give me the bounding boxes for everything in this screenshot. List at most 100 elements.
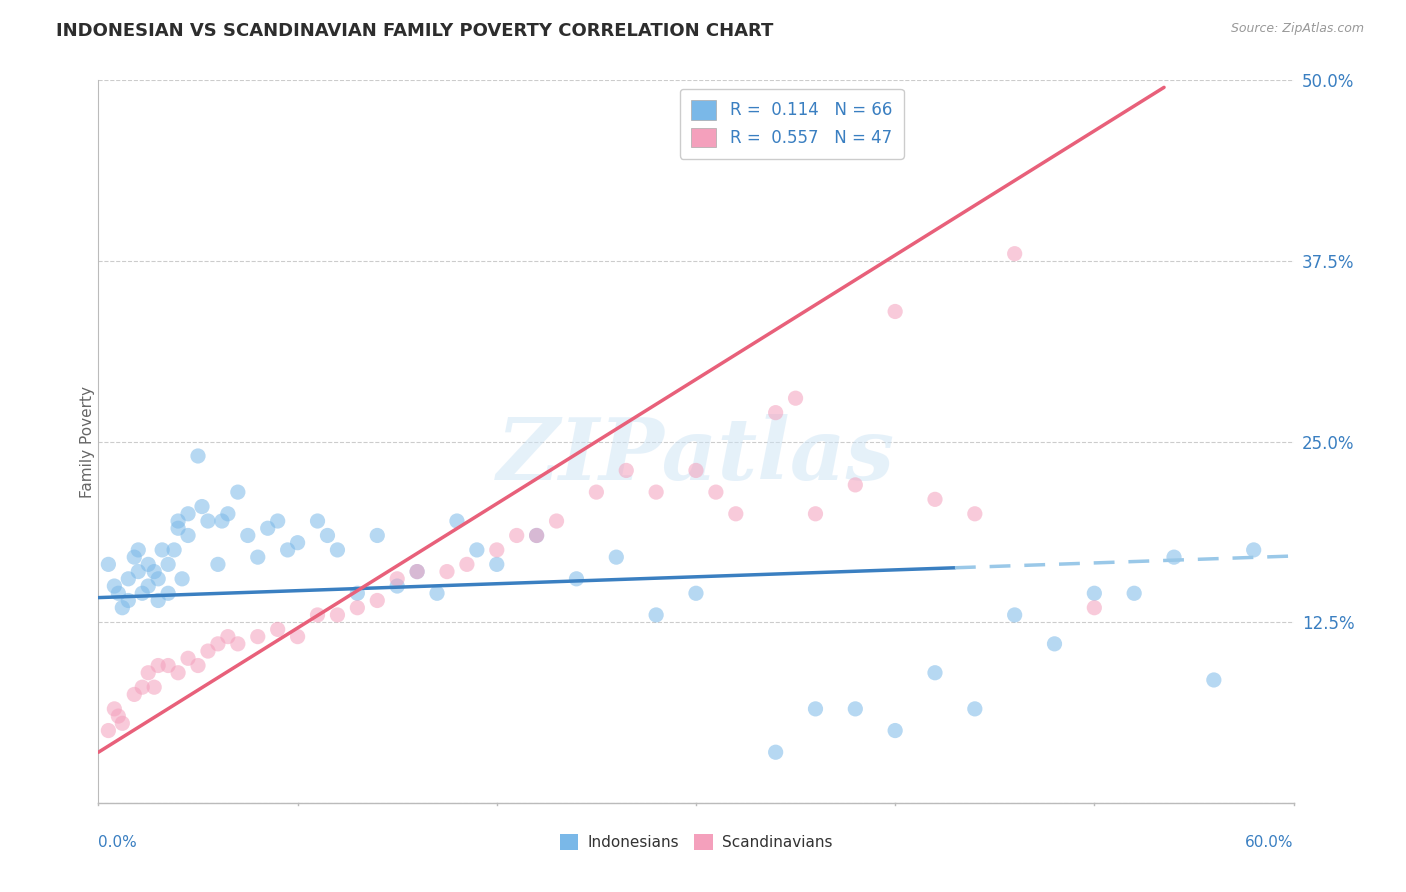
Point — [1123, 586, 1146, 600]
Point — [97, 558, 120, 572]
Text: 60.0%: 60.0% — [1246, 835, 1294, 850]
Point — [136, 558, 159, 572]
Point — [1043, 637, 1066, 651]
Point — [307, 607, 329, 622]
Point — [287, 630, 309, 644]
Point — [645, 607, 668, 622]
Point — [326, 607, 349, 622]
Point — [103, 579, 125, 593]
Point — [804, 702, 827, 716]
Point — [187, 658, 209, 673]
Point — [167, 521, 190, 535]
Point — [267, 514, 290, 528]
Point — [1004, 607, 1026, 622]
Point — [506, 528, 529, 542]
Point — [685, 463, 707, 477]
Point — [207, 637, 229, 651]
Point — [326, 542, 349, 557]
Point — [485, 558, 508, 572]
Point — [844, 478, 866, 492]
Point — [287, 535, 309, 549]
Point — [765, 745, 787, 759]
Point — [785, 391, 807, 405]
Point — [127, 565, 149, 579]
Point — [1083, 586, 1105, 600]
Point — [446, 514, 468, 528]
Point — [346, 600, 368, 615]
Point — [277, 542, 299, 557]
Point — [585, 485, 607, 500]
Point — [346, 586, 368, 600]
Point — [765, 406, 787, 420]
Point — [546, 514, 568, 528]
Point — [645, 485, 668, 500]
Point — [884, 723, 907, 738]
Point — [226, 485, 249, 500]
Point — [307, 514, 329, 528]
Point — [157, 658, 180, 673]
Point — [685, 586, 707, 600]
Point — [963, 507, 986, 521]
Point — [207, 558, 229, 572]
Point — [526, 528, 548, 542]
Point — [366, 593, 388, 607]
Point — [485, 542, 508, 557]
Point — [804, 507, 827, 521]
Point — [124, 550, 146, 565]
Text: INDONESIAN VS SCANDINAVIAN FAMILY POVERTY CORRELATION CHART: INDONESIAN VS SCANDINAVIAN FAMILY POVERT… — [56, 22, 773, 40]
Point — [177, 528, 200, 542]
Point — [526, 528, 548, 542]
Point — [385, 572, 409, 586]
Text: 0.0%: 0.0% — [98, 835, 138, 850]
Point — [884, 304, 907, 318]
Point — [436, 565, 458, 579]
Point — [465, 542, 488, 557]
Legend: Indonesians, Scandinavians: Indonesians, Scandinavians — [554, 829, 838, 856]
Point — [704, 485, 727, 500]
Point — [565, 572, 588, 586]
Point — [117, 572, 139, 586]
Point — [1163, 550, 1185, 565]
Point — [131, 586, 153, 600]
Point — [157, 558, 180, 572]
Point — [406, 565, 429, 579]
Point — [167, 665, 190, 680]
Point — [117, 593, 139, 607]
Point — [1202, 673, 1225, 687]
Text: ZIPatlas: ZIPatlas — [496, 414, 896, 498]
Point — [177, 651, 200, 665]
Point — [1083, 600, 1105, 615]
Point — [148, 658, 170, 673]
Point — [143, 680, 166, 694]
Point — [191, 500, 214, 514]
Point — [103, 702, 125, 716]
Point — [143, 565, 166, 579]
Point — [724, 507, 747, 521]
Point — [197, 514, 219, 528]
Point — [256, 521, 278, 535]
Point — [217, 507, 239, 521]
Point — [844, 702, 866, 716]
Point — [111, 716, 134, 731]
Point — [197, 644, 219, 658]
Point — [605, 550, 627, 565]
Point — [211, 514, 233, 528]
Point — [97, 723, 120, 738]
Point — [614, 463, 637, 477]
Point — [316, 528, 339, 542]
Point — [236, 528, 259, 542]
Point — [217, 630, 239, 644]
Point — [246, 550, 269, 565]
Point — [924, 492, 946, 507]
Point — [177, 507, 200, 521]
Point — [127, 542, 149, 557]
Point — [924, 665, 946, 680]
Point — [107, 709, 129, 723]
Point — [150, 542, 173, 557]
Point — [406, 565, 429, 579]
Point — [107, 586, 129, 600]
Point — [385, 579, 409, 593]
Point — [226, 637, 249, 651]
Point — [187, 449, 209, 463]
Point — [267, 623, 290, 637]
